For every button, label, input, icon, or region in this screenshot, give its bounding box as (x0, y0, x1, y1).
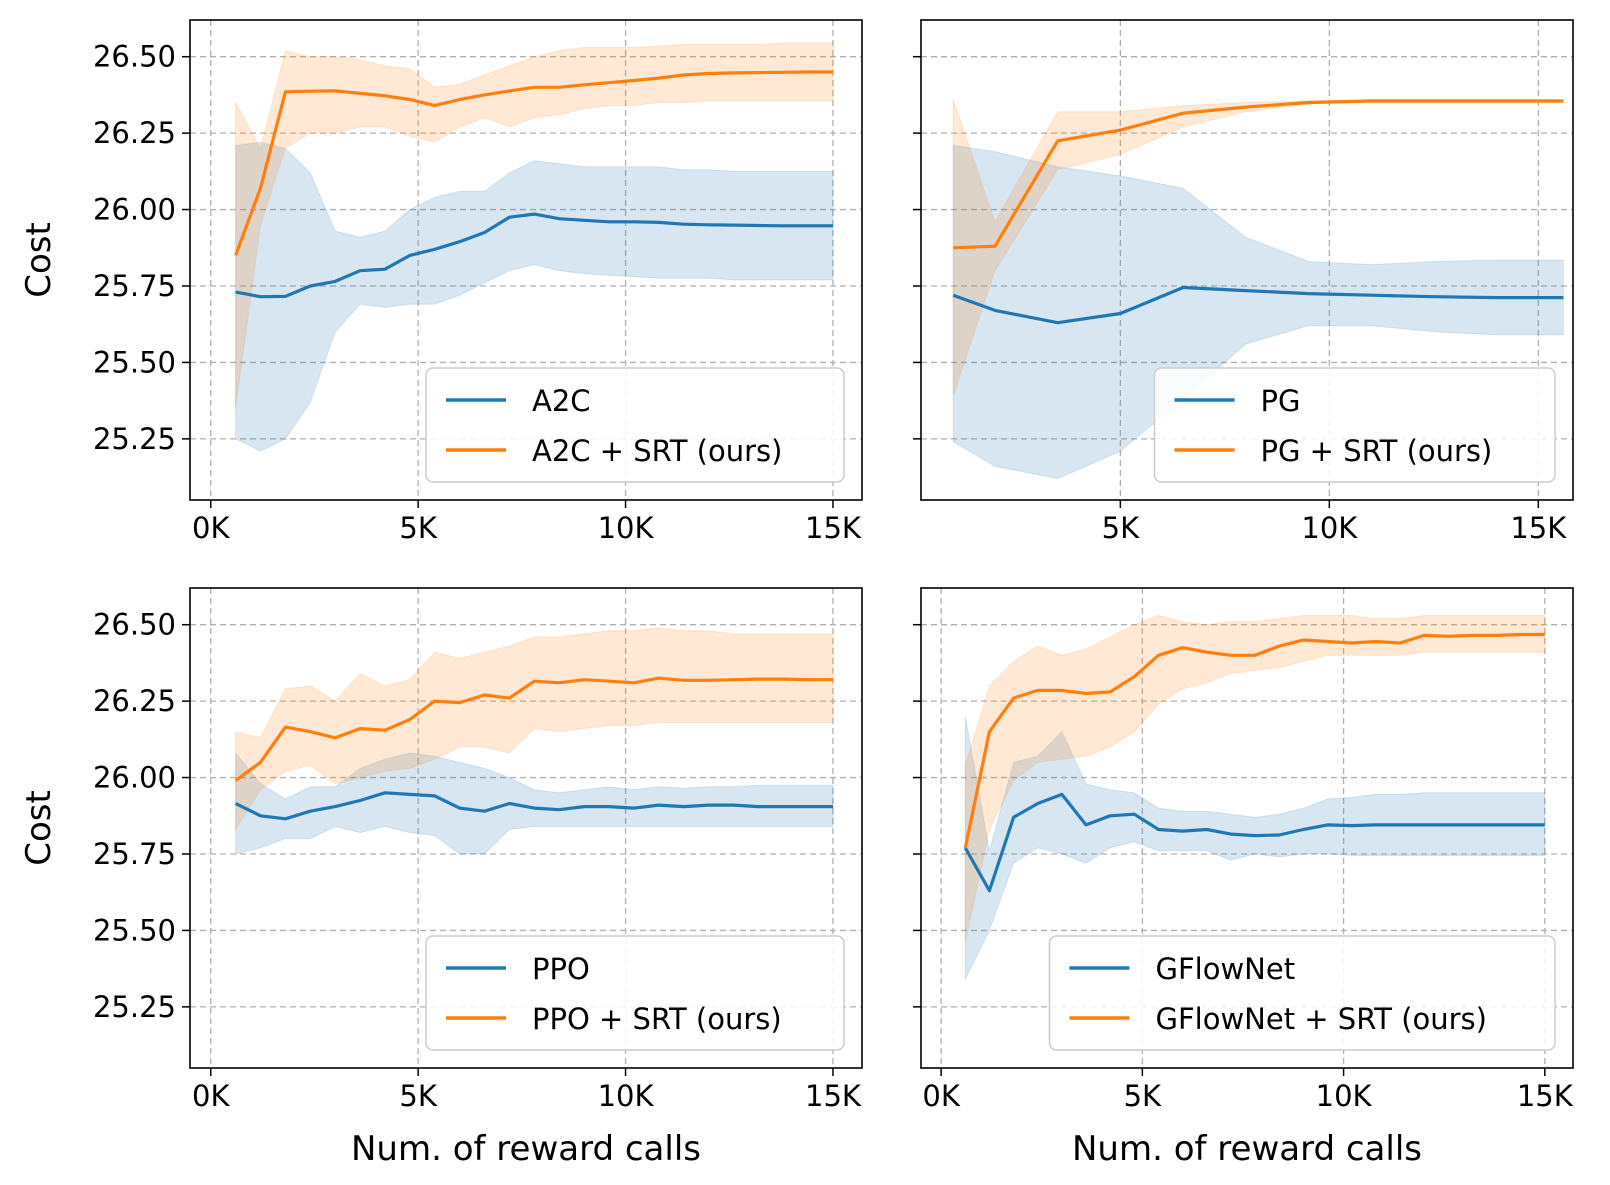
legend-label: PG + SRT (ours) (1261, 434, 1493, 468)
series-band-1 (235, 751, 834, 855)
y-tick-label: 25.25 (93, 990, 176, 1024)
y-tick-label: 26.50 (93, 608, 176, 642)
y-tick-label: 26.25 (93, 684, 176, 718)
series-line-1 (963, 792, 1545, 893)
series-line-2 (953, 99, 1564, 250)
x-tick-label: 0K (192, 511, 230, 545)
plot-frame (920, 19, 1574, 501)
x-tick-label: 5K (1102, 511, 1140, 545)
x-tick-label: 5K (399, 511, 437, 545)
x-tick-label: 5K (399, 1079, 437, 1113)
x-tick-label: 15K (805, 1079, 862, 1113)
y-tick-label: 25.75 (93, 837, 176, 871)
series-line-2 (963, 632, 1545, 849)
y-tick-label: 25.50 (93, 345, 176, 379)
x-tick-label: 5K (1124, 1079, 1162, 1113)
series-band-1 (964, 716, 1546, 980)
series-band-2 (964, 614, 1546, 943)
series-band-1 (235, 141, 834, 452)
x-tick-label: 10K (1301, 511, 1358, 545)
y-tick-label: 25.25 (93, 422, 176, 456)
series-line-1 (234, 791, 833, 821)
legend: A2C A2C + SRT (ours) (425, 367, 845, 483)
x-tick-label: 15K (1510, 511, 1567, 545)
y-tick-label: 26.00 (93, 193, 176, 227)
y-axis-label: Cost (19, 790, 59, 866)
series-line-2 (234, 676, 833, 782)
series-line-1 (952, 285, 1564, 325)
legend-box (1048, 935, 1556, 1051)
legend-box (425, 367, 845, 483)
legend-box (425, 935, 845, 1051)
x-tick-label: 0K (192, 1079, 230, 1113)
chart-panel-3: 0K 5K 10K 15K 25.25 25.50 25.75 26.00 26.25 26.50… (19, 587, 863, 1169)
legend-label: A2C + SRT (ours) (532, 434, 782, 468)
legend-label: PPO (532, 952, 590, 986)
legend-label: PG (1261, 384, 1301, 418)
plot-frame (189, 19, 863, 501)
legend-label: GFlowNet (1156, 952, 1296, 986)
legend-label: PPO + SRT (ours) (532, 1002, 782, 1036)
series-band-1 (952, 144, 1564, 480)
legend: PG PG + SRT (ours) (1153, 367, 1556, 483)
plot-frame (189, 587, 863, 1069)
y-axis-label: Cost (19, 222, 59, 298)
series-line-2 (234, 70, 833, 256)
series-line-1 (235, 212, 833, 299)
legend-box (1153, 367, 1556, 483)
y-tick-label: 25.50 (93, 913, 176, 947)
y-tick-label: 26.25 (93, 116, 176, 150)
series-band-2 (235, 42, 834, 409)
x-tick-label: 10K (598, 1079, 655, 1113)
chart-panel-1: 0K 5K 10K 15K 25.25 25.50 25.75 26.00 26.25 26.50… (19, 19, 863, 545)
plot-frame (920, 587, 1574, 1069)
y-tick-label: 26.00 (93, 761, 176, 795)
series-band-2 (235, 627, 834, 832)
y-tick-label: 26.50 (93, 40, 176, 74)
legend-label: A2C (532, 384, 591, 418)
x-tick-label: 0K (922, 1079, 960, 1113)
y-tick-label: 25.75 (93, 269, 176, 303)
x-axis-label: Num. of reward calls (1072, 1129, 1422, 1169)
x-tick-label: 10K (1316, 1079, 1373, 1113)
legend: GFlowNet GFlowNet + SRT (ours) (1048, 935, 1556, 1051)
x-tick-label: 15K (1517, 1079, 1574, 1113)
x-axis-label: Num. of reward calls (351, 1129, 701, 1169)
legend: PPO PPO + SRT (ours) (425, 935, 845, 1051)
legend-label: GFlowNet + SRT (ours) (1156, 1002, 1487, 1036)
x-tick-label: 15K (805, 511, 862, 545)
x-tick-label: 10K (598, 511, 655, 545)
chart-panel-2: 5K 10K 15K PG PG + SRT (ours) (913, 19, 1574, 545)
